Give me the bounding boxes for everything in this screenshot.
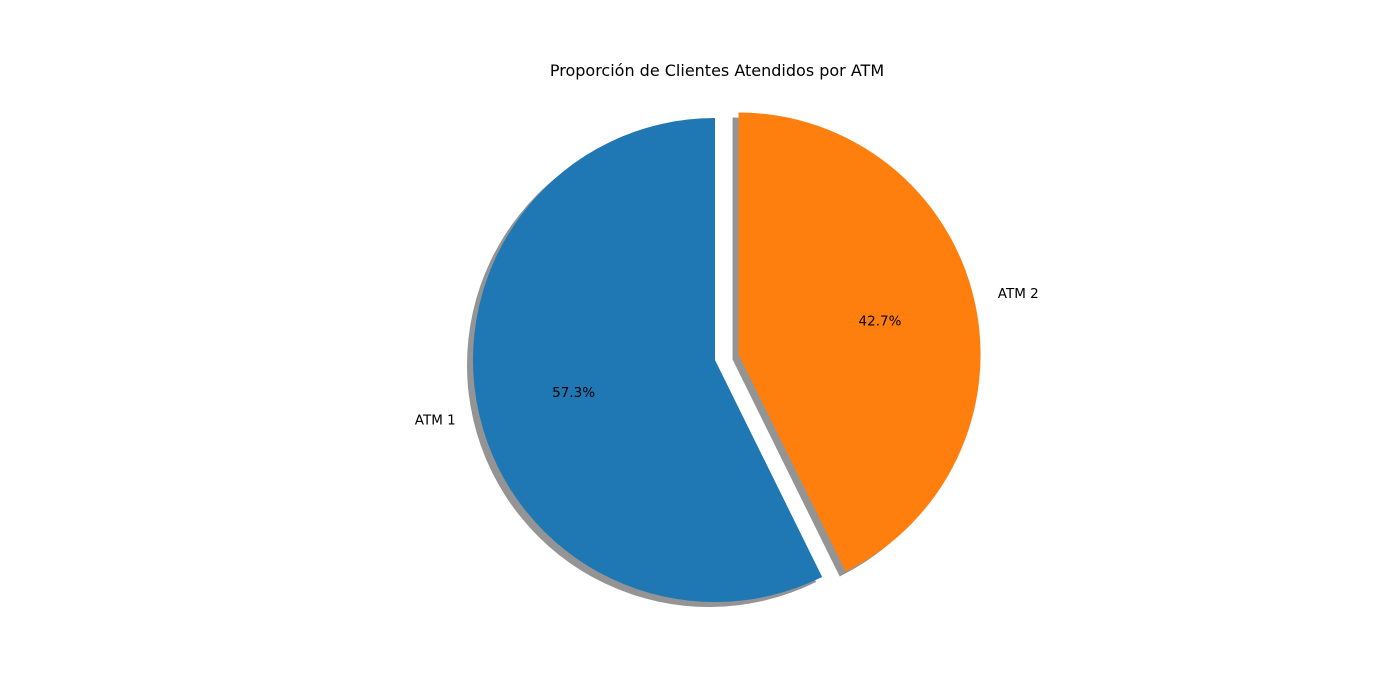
slice-label-atm-2: ATM 2	[998, 286, 1039, 302]
pie-slice-atm-2	[738, 112, 981, 572]
slice-label-atm-1: ATM 1	[415, 413, 456, 429]
slice-labels: ATM 1 57.3% ATM 2 42.7%	[415, 286, 1039, 429]
pie-slices	[472, 112, 981, 603]
chart-title: Proporción de Clientes Atendidos por ATM	[550, 61, 884, 80]
percent-label-atm-1: 57.3%	[552, 385, 595, 401]
percent-label-atm-2: 42.7%	[859, 313, 902, 329]
pie-slice-atm-1	[472, 118, 823, 603]
